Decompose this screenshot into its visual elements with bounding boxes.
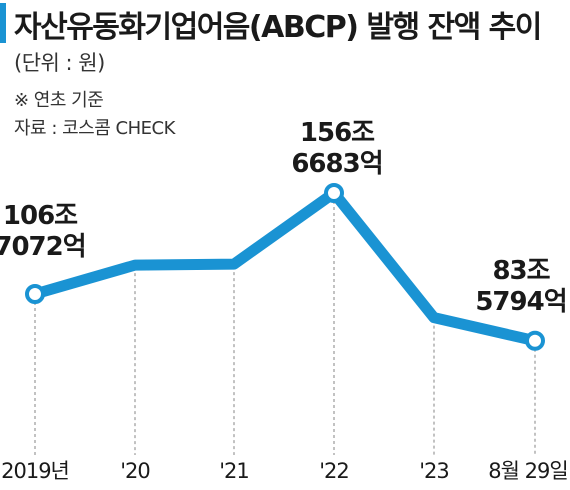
source-label: 자료 : 코스콤 CHECK — [14, 118, 175, 139]
data-label-line: 106조 — [3, 201, 78, 231]
x-tick-label: '20 — [120, 459, 150, 483]
x-tick-label: 2019년 — [1, 459, 69, 483]
data-label: 83조 5794억 — [475, 256, 566, 317]
chart-title: 자산유동화기업어음(ABCP) 발행 잔액 추이 — [14, 10, 542, 45]
unit-label: (단위 : 원) — [14, 51, 105, 75]
x-tick-label: '22 — [319, 459, 349, 483]
x-tick-label: '23 — [419, 459, 449, 483]
data-label-line: 6683억 — [291, 149, 382, 179]
note-label: ※ 연초 기준 — [14, 90, 104, 111]
x-tick-label: '21 — [219, 459, 249, 483]
x-tick-label: 8월 29일 — [488, 459, 567, 483]
data-label-line: 7072억 — [0, 232, 86, 262]
data-point-marker — [324, 183, 344, 203]
data-point-marker — [25, 284, 45, 304]
title-accent-bar — [0, 3, 6, 43]
data-label-line: 5794억 — [475, 287, 566, 317]
data-point-marker — [525, 330, 545, 351]
data-label: 156조 6683억 — [291, 118, 382, 179]
data-label-line: 83조 — [492, 256, 550, 286]
data-label: 106조 7072억 — [0, 201, 86, 262]
data-label-line: 156조 — [300, 118, 375, 148]
series-line — [29, 187, 541, 347]
